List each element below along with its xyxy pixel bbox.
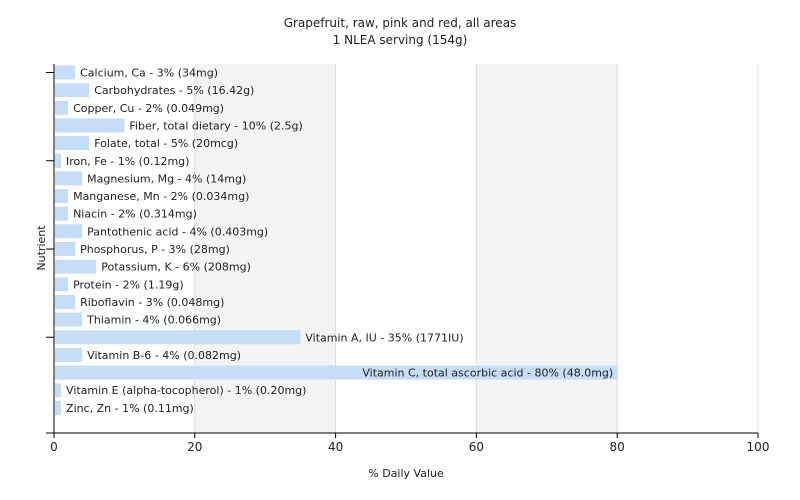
bar-label: Pantothenic acid - 4% (0.403mg) [87, 225, 268, 238]
bar-label: Vitamin A, IU - 35% (1771IU) [305, 331, 463, 344]
bar-label: Calcium, Ca - 3% (34mg) [80, 67, 218, 80]
bar-label: Zinc, Zn - 1% (0.11mg) [66, 402, 194, 415]
x-tick-label: 80 [610, 440, 625, 454]
x-tick-label: 20 [187, 440, 202, 454]
x-tick-label: 0 [50, 440, 58, 454]
bar-label: Niacin - 2% (0.314mg) [73, 208, 197, 221]
bar-label: Vitamin B-6 - 4% (0.082mg) [87, 349, 241, 362]
bar-label: Carbohydrates - 5% (16.42g) [94, 84, 254, 97]
bar-label: Copper, Cu - 2% (0.049mg) [73, 102, 224, 115]
bar [55, 259, 97, 274]
bar [55, 206, 69, 221]
bars [55, 65, 618, 415]
x-tick-label: 100 [747, 440, 770, 454]
bar [55, 242, 76, 256]
bar-label: Iron, Fe - 1% (0.12mg) [66, 155, 189, 168]
bar [55, 277, 69, 292]
axes [46, 64, 759, 438]
bar-label: Magnesium, Mg - 4% (14mg) [87, 172, 246, 185]
bar-label: Phosphorus, P - 3% (28mg) [80, 243, 230, 256]
bar [55, 383, 62, 398]
bar [55, 224, 83, 239]
bar [55, 294, 76, 309]
bar-label: Fiber, total dietary - 10% (2.5g) [129, 119, 302, 132]
bar [55, 65, 76, 80]
plot-band [617, 64, 758, 433]
bar [55, 347, 83, 362]
bar-label: Manganese, Mn - 2% (0.034mg) [73, 190, 249, 203]
bar-label: Vitamin C, total ascorbic acid - 80% (48… [362, 367, 613, 380]
bar [55, 83, 90, 98]
bar-label: Potassium, K - 6% (208mg) [101, 261, 251, 274]
bar [55, 312, 83, 327]
plot-background [54, 64, 758, 433]
bar-label: Folate, total - 5% (20mcg) [94, 137, 238, 150]
bar [55, 171, 83, 186]
chart-title: Grapefruit, raw, pink and red, all areas [284, 16, 517, 30]
bar [55, 400, 62, 415]
x-axis-label: % Daily Value [368, 467, 444, 480]
bar [55, 136, 90, 151]
y-axis-label: Nutrient [35, 225, 48, 271]
bar [55, 365, 618, 380]
chart-subtitle: 1 NLEA serving (154g) [333, 33, 468, 47]
x-tick-labels: 0 20 40 60 80 100 [50, 440, 769, 454]
x-tick-label: 60 [469, 440, 484, 454]
bar [55, 100, 69, 115]
bar-labels: Calcium, Ca - 3% (34mg) Carbohydrates - 5… [66, 67, 613, 415]
bar [55, 189, 69, 204]
bar-label: Riboflavin - 3% (0.048mg) [80, 296, 224, 309]
bar [55, 118, 125, 133]
bar [55, 153, 62, 168]
x-tick-label: 40 [328, 440, 343, 454]
bar [55, 330, 301, 345]
bar-label: Thiamin - 4% (0.066mg) [86, 314, 221, 327]
bar-label: Vitamin E (alpha-tocopherol) - 1% (0.20m… [66, 384, 306, 397]
bar-label: Protein - 2% (1.19g) [73, 278, 184, 291]
